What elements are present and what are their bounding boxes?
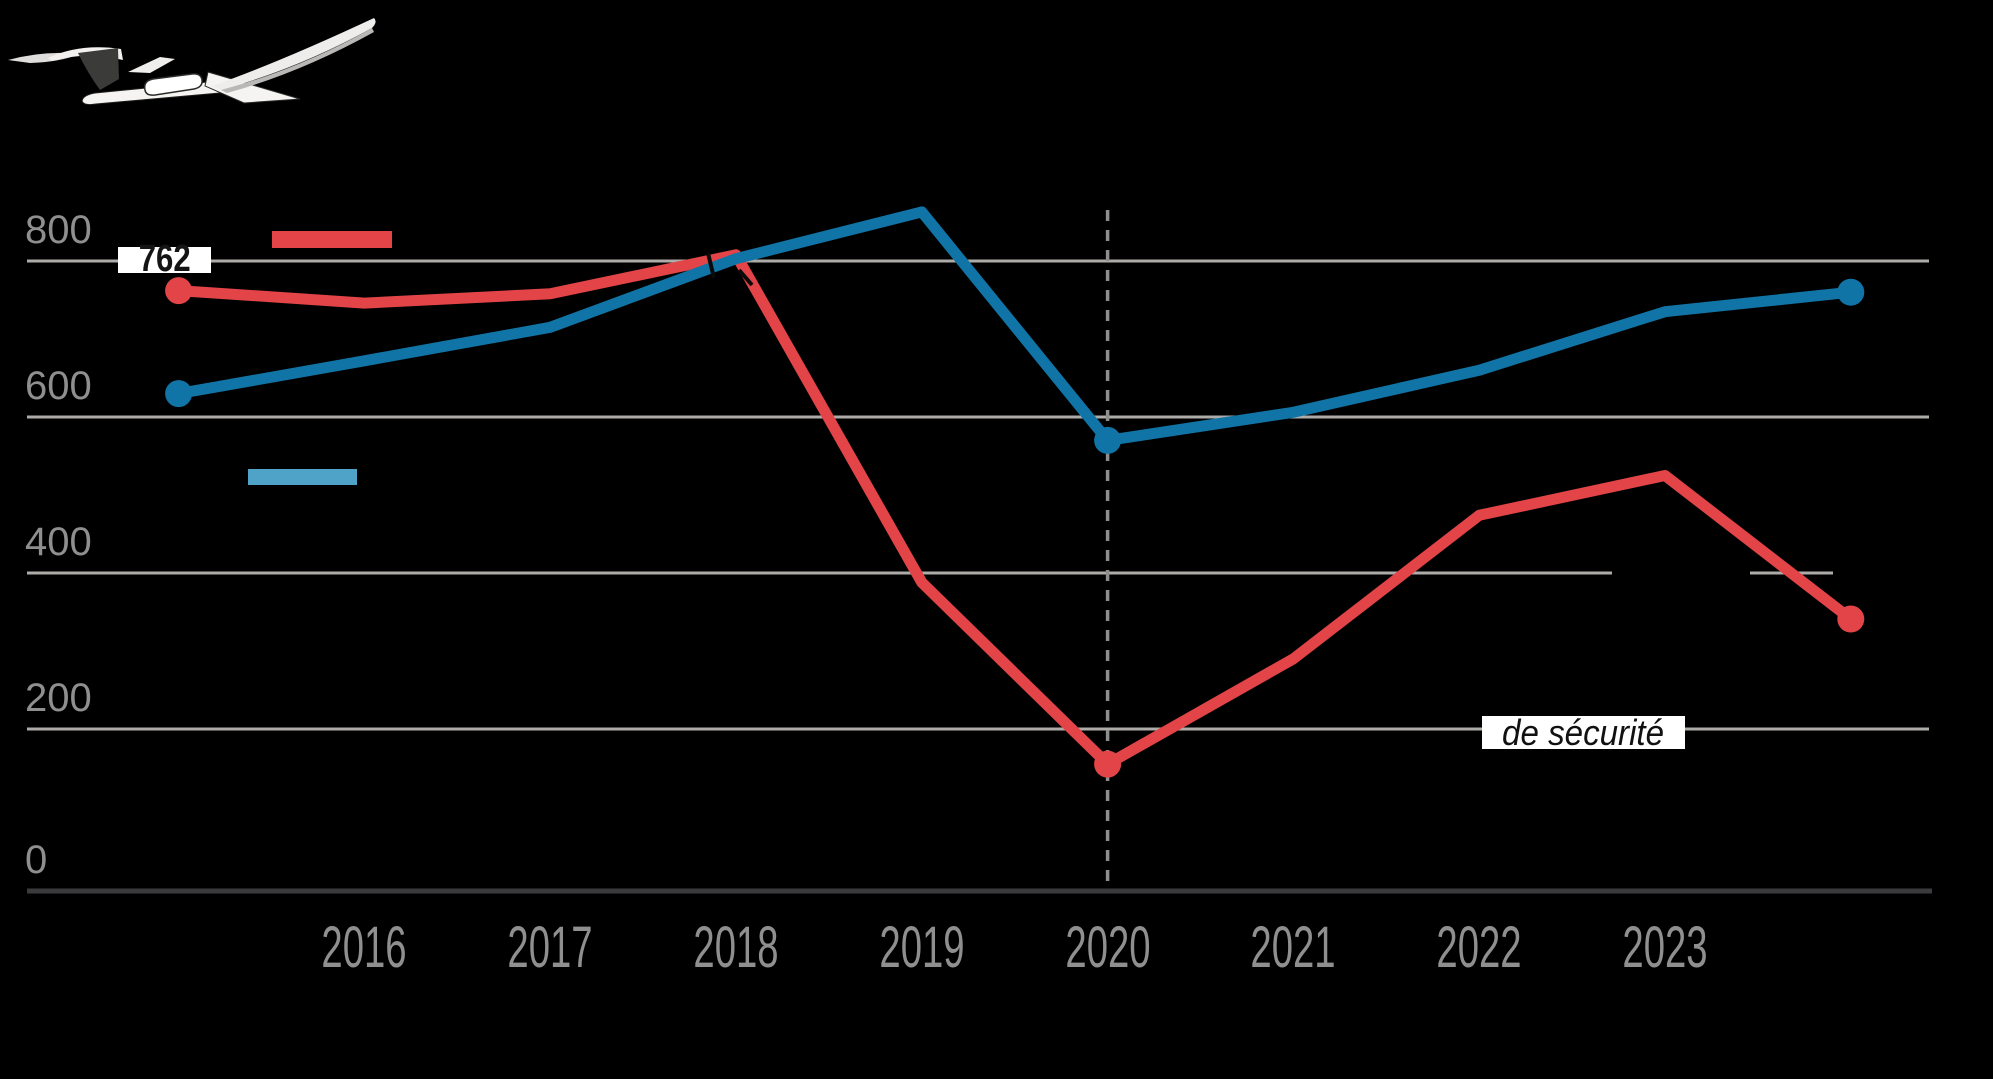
data-point-red-2015 [165,277,193,305]
airplane-near-wing [204,71,301,104]
leader-nick-2 [737,268,754,287]
series-line-blue [173,206,1857,446]
airplane-swept-wing [212,18,376,90]
y-axis-label-800: 800 [25,208,92,252]
x-axis-label-2019: 2019 [879,915,965,980]
x-axis-label-2022: 2022 [1436,915,1522,980]
annotation-de-securite-text: de sécurité [1502,711,1665,753]
airplane-tail-fin [78,48,119,90]
y-axis-label-200: 200 [25,676,92,720]
value-callout-762-text: 762 [138,238,191,280]
data-point-red-2024 [1837,605,1865,633]
airplane-wing-shadow [221,28,374,93]
series-line-red [173,249,1857,770]
x-axis-label-2016: 2016 [321,915,407,980]
leader-nick-1 [706,252,716,279]
y-axis-label-400: 400 [25,520,92,564]
annotation-de-securite: de sécurité [1482,711,1685,753]
legend-swatch-red [272,231,392,248]
data-point-blue-2020 [1094,426,1122,454]
data-point-blue-2024 [1837,278,1865,306]
data-point-red-2020 [1094,750,1122,778]
x-axis-label-2017: 2017 [507,915,593,980]
x-axis-label-2023: 2023 [1622,915,1708,980]
x-axis-label-2018: 2018 [693,915,779,980]
airplane-engine [143,73,203,96]
y-axis-label-600: 600 [25,364,92,408]
airplane-illustration [8,18,376,106]
x-axis-label-2021: 2021 [1250,915,1336,980]
data-point-blue-2015 [165,380,193,408]
x-axis-label-2020: 2020 [1065,915,1151,980]
y-axis-label-0: 0 [25,838,48,882]
value-callout-762: 762 [118,240,211,278]
airplane-far-wing [128,57,175,73]
legend-swatch-blue [248,469,357,485]
